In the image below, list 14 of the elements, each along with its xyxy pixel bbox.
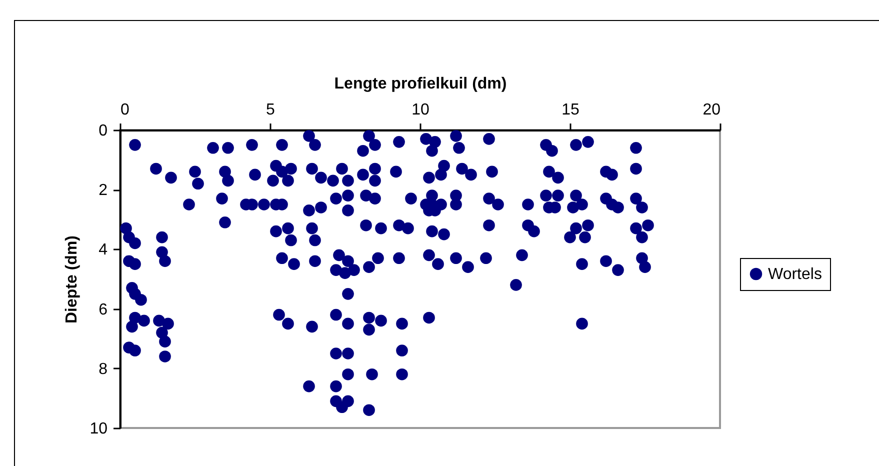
x-tick-label: 5	[266, 102, 276, 118]
x-tick-label: 0	[120, 102, 130, 118]
y-tick-label: 2	[98, 182, 108, 200]
y-tick-label: 8	[98, 360, 108, 378]
y-tick-label: 4	[98, 242, 108, 259]
y-tick-label: 10	[90, 420, 108, 438]
x-tick-label: 10	[412, 102, 430, 118]
x-axis-title: Lengte profielkuil (dm)	[334, 76, 507, 92]
legend-label: Wortels	[768, 266, 822, 283]
x-tick-label: 15	[562, 102, 580, 118]
x-tick-label: 20	[702, 102, 721, 118]
y-tick-label: 0	[98, 122, 108, 140]
y-tick-label: 6	[98, 301, 108, 318]
y-axis-title: Diepte (dm)	[64, 236, 81, 324]
